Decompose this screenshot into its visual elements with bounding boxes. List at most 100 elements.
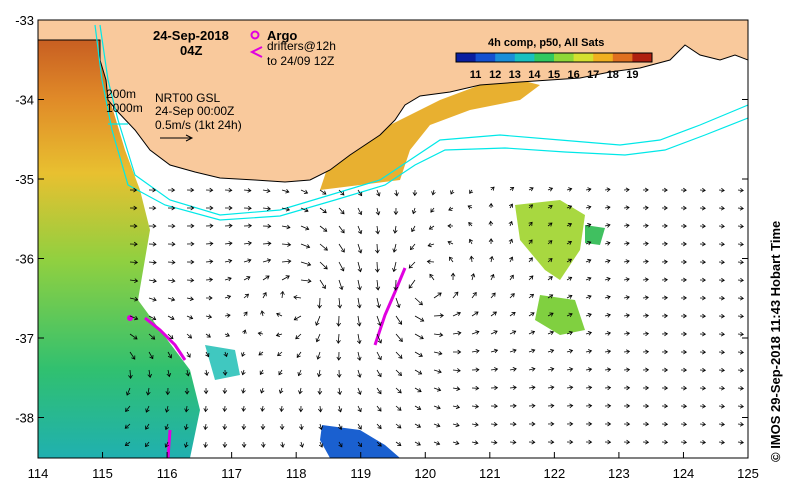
current-vector (376, 423, 382, 429)
current-vector-head (222, 407, 228, 413)
current-vector (471, 350, 480, 353)
current-vector (433, 405, 441, 409)
current-vector (258, 332, 264, 335)
current-vector-head (375, 249, 380, 254)
current-vector (299, 387, 302, 394)
current-vector-head (625, 277, 630, 282)
current-vector (294, 315, 302, 321)
current-vector-head (203, 390, 209, 395)
current-vector (471, 331, 479, 335)
current-vector-head (701, 223, 706, 229)
current-vector (452, 291, 459, 299)
current-vector (408, 261, 416, 269)
current-vector (432, 189, 435, 195)
current-vector-head (128, 374, 133, 379)
current-vector-head (511, 311, 516, 316)
current-vector-head (356, 339, 362, 345)
current-vector-head (720, 439, 725, 445)
current-vector (547, 205, 553, 209)
current-vector (433, 441, 440, 445)
current-vector (357, 189, 362, 196)
current-vector-head (587, 331, 593, 336)
current-vector-head (430, 208, 435, 213)
current-vector-head (606, 349, 612, 354)
current-vector-head (588, 439, 593, 445)
current-vector (395, 405, 402, 411)
current-vector (224, 295, 231, 299)
drifter-legend-icon (249, 46, 263, 58)
current-vector (448, 207, 454, 211)
current-vector (262, 242, 271, 245)
current-vector-head (133, 223, 138, 229)
current-vector-head (410, 245, 415, 251)
current-vector-head (568, 348, 574, 354)
current-vector-head (184, 443, 189, 448)
current-vector (566, 313, 573, 317)
current-vector-head (356, 356, 362, 361)
current-vector-head (145, 425, 150, 430)
current-vector-head (248, 223, 253, 229)
current-vector (145, 405, 150, 413)
current-vector (185, 441, 188, 448)
current-vector (165, 423, 169, 430)
current-vector-head (569, 403, 574, 409)
current-vector-head (607, 403, 612, 409)
current-vector (165, 441, 169, 448)
current-vector (167, 297, 175, 301)
current-vector-head (396, 303, 401, 309)
current-vector (737, 423, 744, 426)
current-vector (585, 241, 591, 245)
sst-patch-4 (205, 345, 240, 380)
current-vector-head (203, 425, 208, 431)
current-vector (186, 315, 193, 319)
current-vector (623, 332, 630, 335)
current-vector (258, 351, 264, 356)
current-vector-head (468, 238, 473, 243)
current-vector (414, 405, 421, 410)
current-vector (300, 189, 308, 194)
current-vector (737, 405, 744, 408)
current-vector (124, 423, 131, 429)
current-vector-head (625, 259, 630, 264)
current-vector-head (133, 187, 138, 193)
current-vector-head (257, 331, 262, 336)
current-vector (566, 386, 573, 389)
current-vector-head (528, 221, 533, 226)
current-vector (528, 257, 533, 263)
current-vector (547, 222, 553, 227)
colorbar-tick-label: 19 (626, 69, 638, 81)
current-vector (528, 204, 533, 209)
current-vector (277, 351, 283, 356)
current-vector-head (295, 335, 300, 340)
current-vector (737, 225, 744, 227)
current-vector (414, 387, 422, 392)
current-vector-head (305, 244, 311, 249)
current-vector-head (450, 272, 456, 277)
current-vector (224, 351, 228, 357)
current-vector (262, 259, 271, 263)
current-vector-head (606, 313, 611, 318)
current-vector-head (184, 408, 189, 413)
current-vector-head (529, 275, 534, 280)
current-vector-head (607, 421, 612, 427)
current-vector-head (436, 405, 441, 410)
current-vector-head (317, 390, 323, 395)
current-vector (338, 225, 345, 234)
current-vector-head (548, 222, 553, 227)
current-vector (566, 188, 572, 191)
current-vector-head (337, 408, 343, 413)
current-vector (471, 405, 479, 408)
current-vector (509, 293, 515, 299)
current-vector-head (682, 241, 687, 247)
sst-cold-patch (320, 425, 400, 458)
current-vector-head (304, 207, 309, 213)
current-vector-head (260, 443, 266, 448)
argo-float-marker (127, 315, 133, 321)
current-vector-head (720, 295, 725, 301)
current-vector (293, 296, 302, 299)
current-vector (205, 351, 209, 357)
current-vector-head (739, 313, 744, 319)
current-vector-head (664, 385, 669, 391)
current-vector-head (279, 426, 285, 431)
current-vector (318, 369, 321, 377)
